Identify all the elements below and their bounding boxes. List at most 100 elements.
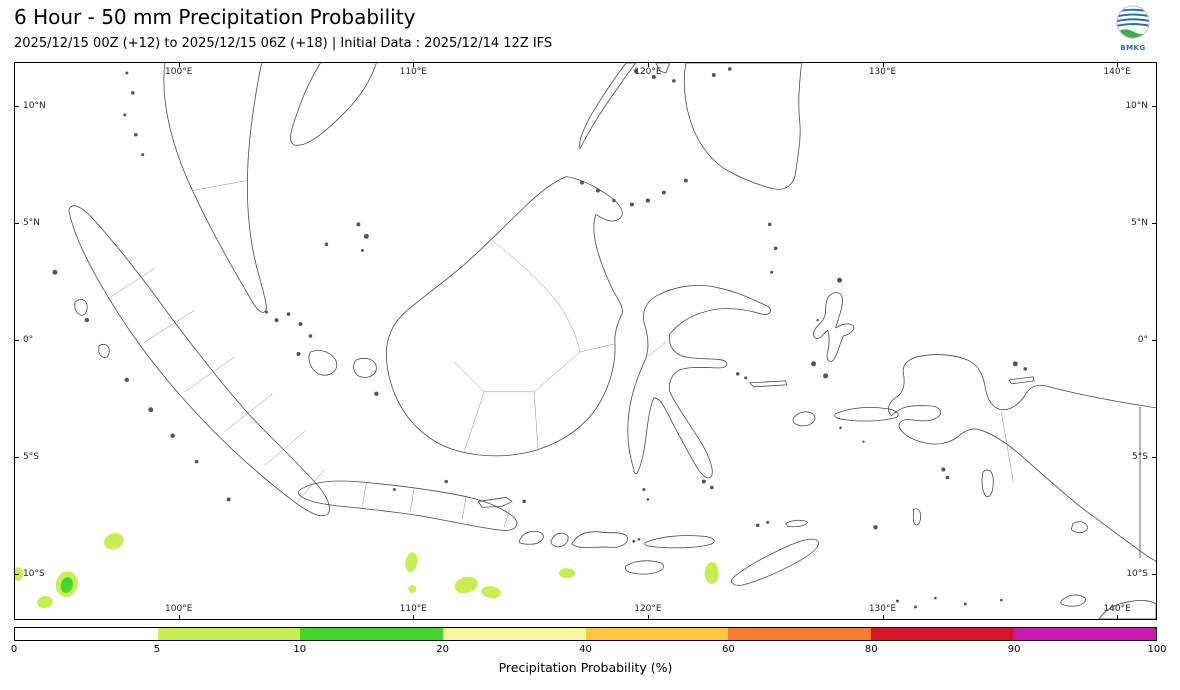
coast-aru — [981, 469, 994, 498]
lon-label-top: 140°E — [1103, 67, 1131, 77]
coast-mindanao — [683, 63, 803, 190]
coast-buru — [792, 411, 816, 427]
coast-flores — [644, 535, 715, 549]
colorbar-tick-label: 100 — [1147, 644, 1167, 655]
colorbar-segment-80-90 — [870, 628, 1014, 640]
lat-tick-left — [15, 457, 19, 459]
precip-patch — [559, 568, 576, 579]
lon-label-bottom: 140°E — [1103, 604, 1131, 614]
coast-yapen — [1008, 376, 1035, 385]
precip-patch-layer — [15, 533, 719, 609]
coast-seram — [834, 407, 899, 422]
admin-boundary-layer — [108, 180, 1014, 528]
coast-tiwi-islands — [1060, 594, 1086, 607]
colorbar-segment-10-20 — [300, 628, 443, 640]
coast-wetar — [785, 519, 809, 528]
colorbar-tick-label: 10 — [293, 644, 307, 655]
lat-tick-right — [1152, 222, 1156, 224]
colorbar-segment-20-40 — [442, 628, 586, 640]
small-islands-layer — [52, 67, 1028, 609]
lon-label-top: 130°E — [868, 67, 897, 77]
coast-nias — [74, 299, 88, 316]
coast-belitung — [353, 357, 377, 378]
bmkg-logo-icon — [1116, 5, 1150, 39]
lat-label-right: 0° — [1137, 334, 1148, 345]
precip-patch — [37, 596, 53, 609]
lon-tick-top — [413, 63, 415, 67]
lon-tick-top — [882, 63, 884, 67]
lon-label-bottom: 100°E — [165, 604, 193, 614]
lon-label-bottom: 120°E — [634, 604, 662, 614]
lon-label-bottom: 110°E — [399, 604, 427, 614]
lat-label-left: 10°S — [23, 569, 45, 580]
coast-sumba — [625, 560, 664, 575]
coast-java — [298, 480, 518, 531]
lon-tick-top — [1117, 63, 1119, 67]
colorbar-segment-5-10 — [157, 628, 301, 640]
lat-tick-left — [15, 574, 19, 576]
lon-tick-bottom — [413, 615, 415, 619]
coast-visayas — [655, 63, 671, 74]
colorbar-tick-label: 60 — [722, 644, 735, 655]
lon-label-bottom: 130°E — [868, 604, 897, 614]
coast-madura — [477, 497, 513, 508]
lon-tick-bottom — [1117, 615, 1119, 619]
coast-timor — [731, 538, 819, 586]
lat-label-left: 5°N — [23, 217, 40, 228]
colorbar-tick-label: 20 — [436, 644, 449, 655]
coast-sulawesi — [627, 284, 771, 479]
lat-label-right: 5°N — [1131, 217, 1148, 228]
colorbar — [14, 627, 1157, 641]
page-subtitle: 2025/12/15 00Z (+12) to 2025/12/15 06Z (… — [14, 36, 553, 51]
bmkg-logo: BMKG — [1112, 4, 1154, 52]
coast-papua — [888, 354, 1156, 562]
coast-siberut — [98, 344, 110, 358]
lat-tick-left — [15, 339, 19, 341]
coast-lombok — [550, 532, 569, 548]
coast-australia — [1098, 600, 1156, 619]
lat-label-left: 5°S — [23, 452, 39, 463]
coastline-layer — [68, 63, 1156, 619]
lon-label-top: 110°E — [399, 67, 427, 77]
coast-palawan — [579, 63, 637, 150]
lon-tick-top — [178, 63, 180, 67]
lat-tick-right — [1152, 339, 1156, 341]
precip-patch — [405, 552, 418, 573]
coast-malay-peninsula — [163, 63, 267, 313]
lon-tick-bottom — [882, 615, 884, 619]
coast-indochina — [290, 63, 377, 146]
lon-label-top: 120°E — [634, 67, 662, 77]
bmkg-logo-caption: BMKG — [1120, 44, 1146, 52]
colorbar-tick-label: 90 — [1007, 644, 1021, 655]
colorbar-segment-90-100 — [1013, 628, 1156, 640]
colorbar-tick-label: 80 — [864, 644, 878, 655]
precip-patch — [704, 562, 719, 585]
lon-label-top: 100°E — [165, 67, 193, 77]
colorbar-tick-label: 0 — [10, 644, 18, 655]
coast-halmahera — [813, 292, 855, 362]
lon-tick-bottom — [647, 615, 649, 619]
precip-patch — [104, 533, 124, 550]
lat-tick-left — [15, 222, 19, 224]
lat-tick-right — [1152, 105, 1156, 107]
map-svg — [15, 63, 1156, 619]
colorbar-segment-60-80 — [728, 628, 871, 640]
lon-tick-bottom — [178, 615, 180, 619]
colorbar-tick-label: 5 — [153, 644, 161, 655]
coast-borneo — [385, 176, 623, 457]
precip-patch — [15, 567, 23, 582]
page-title: 6 Hour - 50 mm Precipitation Probability — [14, 5, 416, 29]
precip-patch — [454, 576, 478, 594]
colorbar-tick-label: 40 — [579, 644, 592, 655]
coast-bali — [518, 530, 544, 545]
precip-patch — [408, 585, 417, 594]
lat-label-left: 10°N — [23, 100, 46, 111]
coast-sumatra — [68, 205, 330, 517]
precip-patch — [481, 585, 502, 599]
lat-tick-left — [15, 105, 19, 107]
precip-patch — [60, 577, 74, 593]
map-canvas: 100°E 100°E 110°E 110°E 120°E 120°E 130°E 130°E… — [14, 62, 1157, 620]
colorbar-segment-40-60 — [585, 628, 729, 640]
lon-tick-top — [647, 63, 649, 67]
